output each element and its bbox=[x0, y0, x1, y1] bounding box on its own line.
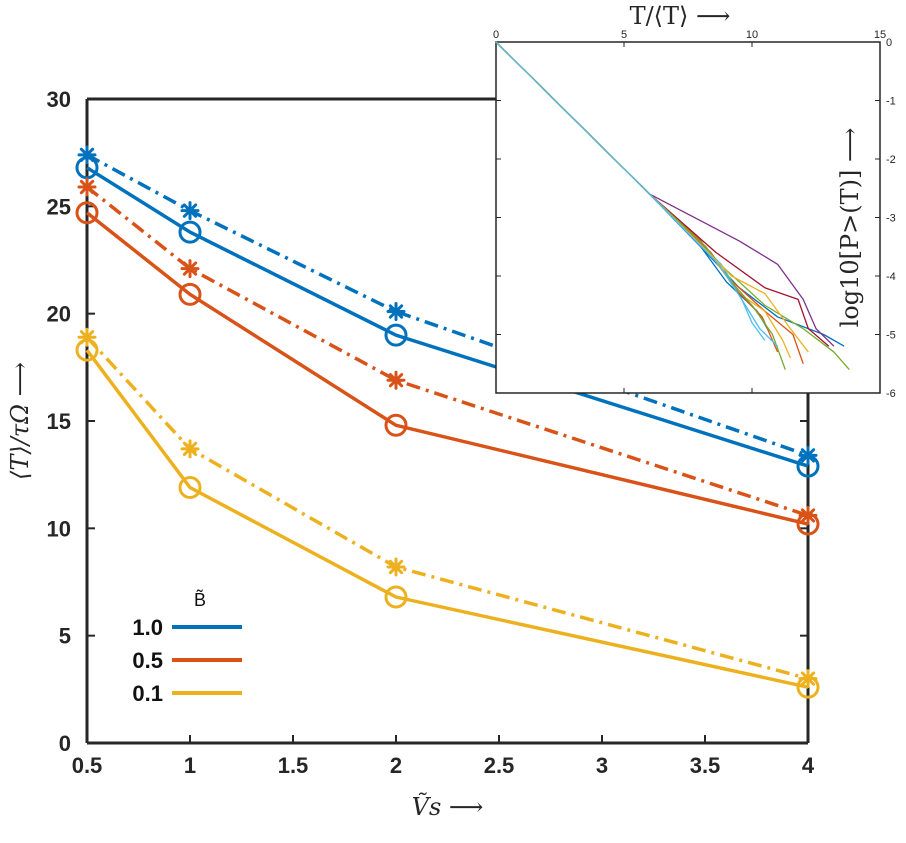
inset-x-axis-title: T/⟨T⟩ ⟶ bbox=[630, 2, 731, 30]
y-tick-label: 20 bbox=[47, 302, 71, 327]
inset-x-tick-label: 15 bbox=[874, 29, 886, 41]
asterisk-stroke bbox=[388, 373, 404, 388]
asterisk-stroke bbox=[182, 261, 198, 276]
asterisk-stroke bbox=[182, 441, 198, 457]
data-point-circle bbox=[384, 413, 408, 437]
data-point-circle bbox=[384, 585, 408, 609]
inset-x-tick-label: 0 bbox=[493, 29, 499, 41]
inset-y-tick-label: -5 bbox=[886, 330, 896, 342]
series-line-2 bbox=[85, 211, 809, 526]
legend-title: B̃ bbox=[194, 589, 206, 610]
y-tick-label: 0 bbox=[59, 731, 71, 756]
asterisk-stroke bbox=[182, 203, 198, 218]
x-tick-label: 2 bbox=[390, 753, 402, 778]
data-point-circle bbox=[178, 476, 202, 500]
data-point-asterisk bbox=[77, 145, 97, 165]
legend-label: 0.1 bbox=[132, 681, 163, 706]
asterisk-stroke bbox=[800, 671, 816, 686]
asterisk-stroke bbox=[79, 179, 95, 195]
data-point-asterisk bbox=[180, 201, 200, 221]
data-point-circle bbox=[178, 220, 202, 244]
data-point-asterisk bbox=[386, 557, 406, 577]
y-tick-label: 10 bbox=[47, 516, 71, 541]
y-tick-label: 15 bbox=[47, 409, 71, 434]
y-axis-title: ⟨T⟩/τΩ ⟶ bbox=[6, 362, 34, 480]
asterisk-stroke bbox=[388, 559, 404, 575]
legend-label: 1.0 bbox=[132, 615, 163, 640]
main-plot: 0.5 1 1.5 2 2.5 3 3.5 4 0 5 10 15 20 25 30 Ṽs ⟶ ⟨T⟩/τΩ ⟶… bbox=[6, 87, 820, 821]
inset-plot: 0 5 10 150-1-2-3-4-5-6T/⟨T⟩ ⟶log10[P>(T)] ⟶ bbox=[493, 2, 896, 400]
x-tick-label: 3 bbox=[596, 753, 608, 778]
asterisk-stroke bbox=[79, 147, 95, 162]
x-tick-label: 1.5 bbox=[278, 753, 309, 778]
inset-y-tick-label: -1 bbox=[886, 96, 896, 108]
x-tick-label: 0.5 bbox=[72, 753, 103, 778]
x-tick-label: 2.5 bbox=[484, 753, 515, 778]
series-line-4 bbox=[85, 349, 809, 689]
data-point-asterisk bbox=[798, 505, 818, 525]
y-tick-label: 30 bbox=[47, 87, 71, 112]
inset-y-axis-title: log10[P>(T)] ⟶ bbox=[836, 128, 864, 328]
inset-x-tick-label: 10 bbox=[746, 29, 758, 41]
x-axis-title: Ṽs ⟶ bbox=[412, 792, 484, 821]
asterisk-stroke bbox=[800, 448, 816, 463]
y-tick-label: 5 bbox=[59, 624, 71, 649]
inset-y-tick-label: -3 bbox=[886, 213, 896, 225]
data-point-circle bbox=[178, 282, 202, 306]
x-tick-label: 3.5 bbox=[690, 753, 721, 778]
data-point-asterisk bbox=[77, 177, 97, 197]
series-line-0 bbox=[86, 166, 809, 468]
inset-x-tick-label: 5 bbox=[621, 29, 627, 41]
data-point-asterisk bbox=[386, 370, 406, 390]
inset-y-tick-label: -2 bbox=[886, 154, 896, 166]
asterisk-stroke bbox=[800, 508, 816, 523]
series-line-5 bbox=[85, 336, 809, 681]
data-point-asterisk bbox=[180, 259, 200, 279]
inset-y-tick-label: -4 bbox=[886, 271, 896, 283]
data-point-circle bbox=[75, 201, 99, 225]
data-point-asterisk bbox=[180, 439, 200, 459]
data-point-asterisk bbox=[77, 327, 97, 347]
inset-y-tick-label: -6 bbox=[886, 388, 896, 400]
asterisk-stroke bbox=[79, 330, 95, 345]
asterisk-stroke bbox=[388, 304, 404, 319]
inset-series-line-11 bbox=[495, 41, 779, 347]
x-tick-label: 1 bbox=[184, 753, 196, 778]
x-tick-label: 4 bbox=[802, 753, 815, 778]
legend-label: 0.5 bbox=[132, 648, 163, 673]
data-point-asterisk bbox=[798, 445, 818, 465]
data-point-circle bbox=[384, 323, 408, 347]
data-point-asterisk bbox=[798, 669, 818, 689]
y-tick-label: 25 bbox=[47, 194, 71, 219]
series-line-3 bbox=[85, 185, 809, 518]
data-point-asterisk bbox=[386, 302, 406, 322]
inset-y-tick-label: 0 bbox=[886, 37, 892, 49]
